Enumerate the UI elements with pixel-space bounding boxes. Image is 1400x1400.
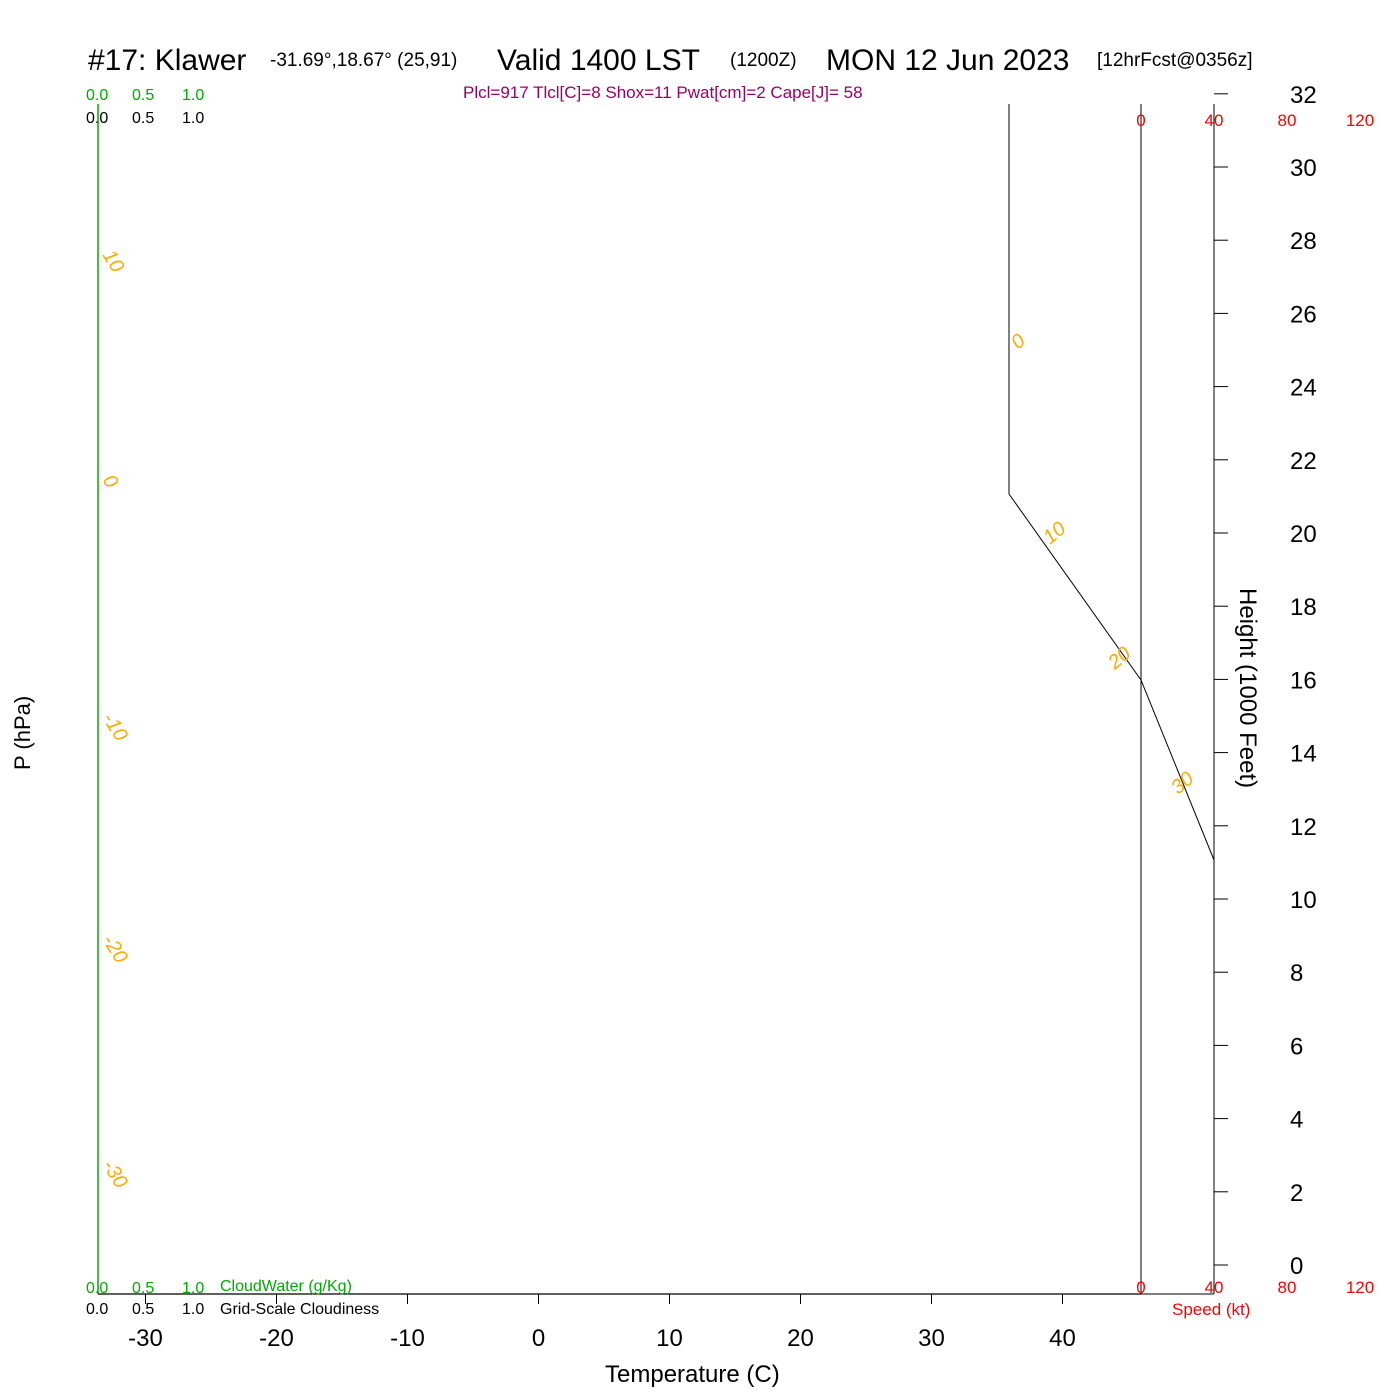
x-axis-label: Temperature (C) [605, 1361, 780, 1388]
speed-tick-top: 80 [1278, 111, 1297, 130]
temperature-tick: 0 [532, 1325, 545, 1352]
height-tick: 26 [1290, 301, 1317, 328]
temperature-tick: -20 [259, 1325, 294, 1352]
plot-frame [97, 104, 1215, 1295]
isotherm-label-left: -10 [98, 709, 132, 745]
valid-time: Valid 1400 LST [497, 44, 700, 77]
cloud-bottom-2: 1.0 [182, 1301, 204, 1318]
cloud-bottom-1: 0.5 [132, 1301, 154, 1318]
cloudwater-label: CloudWater (g/Kg) [220, 1278, 352, 1295]
temperature-tick: -10 [390, 1325, 425, 1352]
temperature-tick: -30 [128, 1325, 163, 1352]
cw-bottom-0: 0.0 [86, 1280, 108, 1297]
isotherm-label-left: -30 [98, 1156, 132, 1192]
isotherm-label-right: 10 [1039, 518, 1070, 549]
height-tick: 18 [1290, 594, 1317, 621]
isotherm-label-right: 20 [1103, 643, 1135, 675]
speed-tick-top: 120 [1346, 111, 1374, 130]
cloud-scale-0: 0.0 [86, 110, 108, 127]
cloudiness-scale-top: 0.0 0.5 1.0 [86, 110, 204, 127]
speed-tick-top: 40 [1205, 111, 1224, 130]
height-tick: 10 [1290, 887, 1317, 914]
stability-indices: Plcl=917 Tlcl[C]=8 Shox=11 Pwat[cm]=2 Ca… [463, 83, 863, 102]
cw-scale-1: 0.5 [132, 87, 154, 104]
station-title: #17: Klawer [88, 44, 246, 77]
height-tick: 14 [1290, 741, 1317, 768]
cloud-bottom-0: 0.0 [86, 1301, 108, 1318]
height-tick: 2 [1290, 1180, 1303, 1207]
height-tick: 12 [1290, 814, 1317, 841]
temperature-tick: 10 [656, 1325, 683, 1352]
temperature-tick: 40 [1049, 1325, 1076, 1352]
cw-scale-0: 0.0 [86, 87, 108, 104]
height-tick: 4 [1290, 1107, 1303, 1134]
cloud-scale-1: 0.5 [132, 110, 154, 127]
height-tick: 28 [1290, 228, 1317, 255]
speed-tick-top: 0 [1136, 111, 1145, 130]
cloudwater-scale-bottom: 0.0 0.5 1.0 CloudWater (g/Kg) [86, 1278, 352, 1297]
temperature-axis: -30 -20 -10 0 10 20 30 40 [128, 1294, 1076, 1352]
utc-time: (1200Z) [730, 50, 797, 71]
temperature-tick: 30 [918, 1325, 945, 1352]
forecast-run: [12hrFcst@0356z] [1097, 50, 1253, 71]
station-coords: -31.69°,18.67° (25,91) [270, 50, 457, 71]
height-tick: 24 [1290, 375, 1317, 402]
isotherm-label-left: 0 [98, 471, 123, 492]
height-axis-label: Height (1000 Feet) [1234, 588, 1261, 788]
height-tick: 20 [1290, 521, 1317, 548]
height-tick: 8 [1290, 960, 1303, 987]
speed-tick-bottom: 0 [1136, 1278, 1145, 1297]
y-axis-label: P (hPa) [10, 696, 35, 770]
height-tick: 30 [1290, 155, 1317, 182]
isotherm-label-left: 10 [98, 246, 128, 277]
cw-bottom-2: 1.0 [182, 1280, 204, 1297]
cw-bottom-1: 0.5 [132, 1280, 154, 1297]
speed-label: Speed (kt) [1172, 1300, 1250, 1319]
temperature-tick: 20 [787, 1325, 814, 1352]
speed-tick-bottom: 120 [1346, 1278, 1374, 1297]
height-tick: 6 [1290, 1033, 1303, 1060]
cloudwater-scale-top: 0.0 0.5 1.0 [86, 87, 204, 104]
cloudiness-scale-bottom: 0.0 0.5 1.0 Grid-Scale Cloudiness [86, 1301, 379, 1318]
isotherm-label-left: -20 [98, 931, 132, 967]
speed-tick-bottom: 80 [1278, 1278, 1297, 1297]
cloudiness-label: Grid-Scale Cloudiness [220, 1301, 379, 1318]
cw-scale-2: 1.0 [182, 87, 204, 104]
height-tick: 16 [1290, 667, 1317, 694]
height-tick: 22 [1290, 448, 1317, 475]
cloud-scale-2: 1.0 [182, 110, 204, 127]
isotherm-labels: 10 0 -10 -20 -30 0 10 20 30 [98, 246, 1198, 1192]
isotherm-label-right: 30 [1167, 768, 1198, 799]
speed-tick-bottom: 40 [1205, 1278, 1224, 1297]
height-tick: 32 [1290, 82, 1317, 109]
isotherm-label-right: 0 [1007, 330, 1030, 354]
height-tick: 0 [1290, 1253, 1303, 1280]
forecast-date: MON 12 Jun 2023 [826, 44, 1069, 77]
